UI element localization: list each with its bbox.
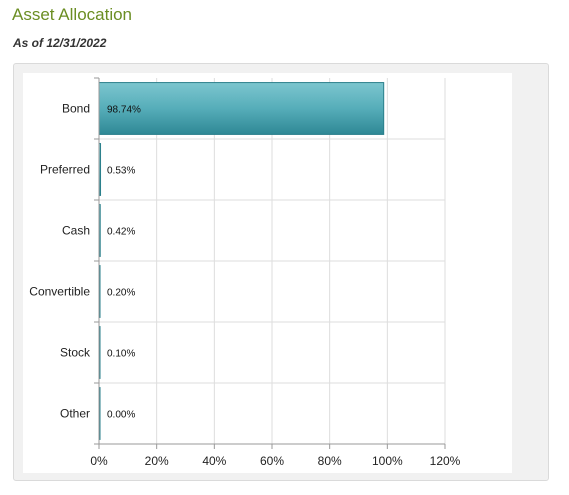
x-tick-label: 120% <box>430 454 461 468</box>
chart-plot-background <box>23 73 512 473</box>
value-label: 0.00% <box>107 410 135 421</box>
category-label: Cash <box>62 224 90 238</box>
x-tick-label: 80% <box>318 454 342 468</box>
value-label: 98.74% <box>107 105 141 116</box>
x-tick-label: 0% <box>90 454 108 468</box>
page-title: Asset Allocation <box>12 5 133 24</box>
category-label: Preferred <box>40 163 90 177</box>
value-label: 0.53% <box>107 166 135 177</box>
x-tick-label: 100% <box>372 454 403 468</box>
value-label: 0.20% <box>107 288 135 299</box>
category-label: Stock <box>60 346 91 360</box>
bar-bond <box>98 82 385 135</box>
x-tick-label: 40% <box>202 454 226 468</box>
labels: 0% 20% 40% 60% 80% 100% 120% Bond 98.74% Preferre… <box>29 102 460 469</box>
x-tick-label: 60% <box>260 454 284 468</box>
value-label: 0.10% <box>107 349 135 360</box>
category-label: Convertible <box>29 285 90 299</box>
bars <box>98 82 385 440</box>
grid-lines <box>99 78 446 444</box>
value-label: 0.42% <box>107 227 135 238</box>
axes <box>94 77 446 449</box>
category-label: Bond <box>62 102 90 116</box>
x-tick-label: 20% <box>145 454 169 468</box>
category-label: Other <box>60 407 90 421</box>
as-of-date: As of 12/31/2022 <box>13 36 107 50</box>
